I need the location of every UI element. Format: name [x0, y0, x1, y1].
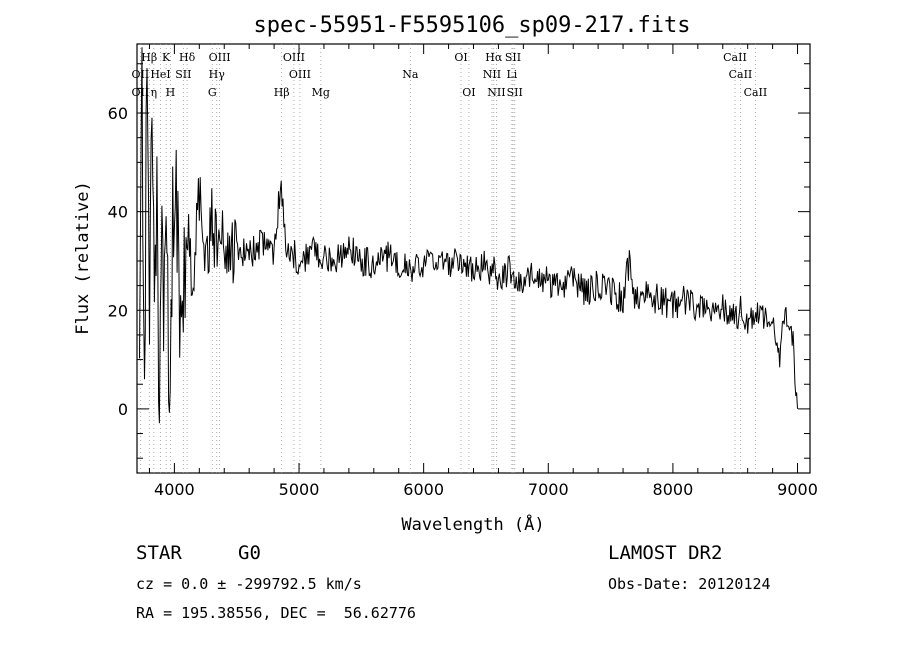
y-tick-label: 40: [108, 203, 128, 222]
line-label: OIII: [209, 51, 231, 64]
coordinates-readout: RA = 195.38556, DEC = 56.62776: [136, 604, 416, 622]
line-label: NII: [487, 86, 505, 99]
line-label: OI: [462, 86, 475, 99]
x-axis-label: Wavelength (Å): [401, 513, 544, 535]
line-label: OII: [132, 86, 150, 99]
line-label: CaII: [723, 51, 747, 64]
observation-date: Obs-Date: 20120124: [608, 575, 771, 593]
line-label: Hβ: [141, 51, 157, 64]
x-tick-label: 9000: [777, 480, 818, 499]
line-label: OII: [132, 68, 150, 81]
line-label: G: [208, 86, 217, 99]
line-label: Hγ: [209, 68, 226, 81]
line-label: HeI: [150, 68, 170, 81]
line-label: Hα: [485, 51, 503, 64]
x-tick-label: 5000: [279, 480, 320, 499]
redshift-readout: cz = 0.0 ± -299792.5 km/s: [136, 575, 362, 593]
line-label: K: [162, 51, 171, 64]
line-label: SII: [507, 86, 523, 99]
line-label: CaII: [729, 68, 753, 81]
line-label: SII: [505, 51, 521, 64]
x-tick-label: 4000: [154, 480, 195, 499]
line-label: Li: [506, 68, 517, 81]
axis-ticks: 4000 5000 6000 7000 8000 9000 0 20 40 60: [108, 44, 818, 499]
object-class: STAR: [136, 542, 182, 564]
line-label: Mg: [312, 86, 330, 99]
y-tick-label: 60: [108, 104, 128, 123]
y-tick-label: 0: [118, 400, 128, 419]
line-label: H: [166, 86, 176, 99]
survey-name: LAMOST DR2: [608, 542, 723, 564]
chart-title: spec-55951-F5595106_sp09-217.fits: [253, 13, 690, 38]
y-tick-label: 20: [108, 301, 128, 320]
line-label: NII: [483, 68, 501, 81]
x-tick-label: 8000: [653, 480, 694, 499]
line-label: OI: [454, 51, 467, 64]
line-label: OIII: [283, 51, 305, 64]
line-label: OIII: [289, 68, 311, 81]
x-tick-label: 7000: [528, 480, 569, 499]
line-label: η: [151, 86, 158, 99]
line-label: CaII: [744, 86, 768, 99]
object-subclass: G0: [238, 542, 261, 564]
x-tick-label: 6000: [403, 480, 444, 499]
spectrum-line: [139, 47, 798, 424]
line-label: Hβ: [274, 86, 290, 99]
line-label: SII: [175, 68, 191, 81]
y-axis-label: Flux (relative): [73, 181, 93, 335]
line-label: Hδ: [179, 51, 196, 64]
line-label: Na: [402, 68, 419, 81]
